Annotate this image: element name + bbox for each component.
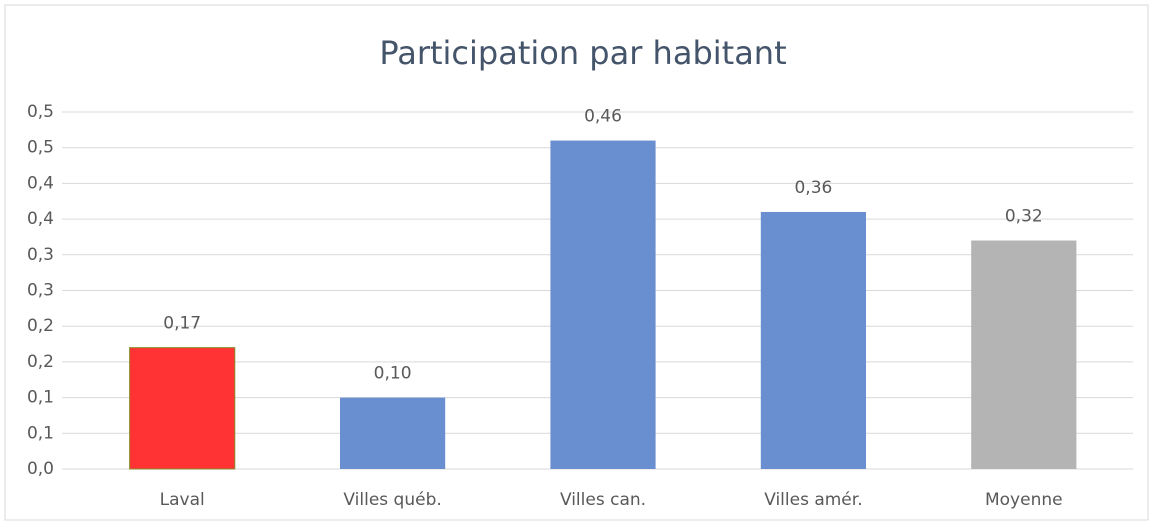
y-tick-label: 0,2 <box>27 316 54 336</box>
bar <box>129 347 236 470</box>
y-tick-label: 0,1 <box>27 388 54 408</box>
y-tick-label: 0,4 <box>27 173 54 193</box>
data-label: 0,36 <box>794 178 832 198</box>
x-tick-label: Moyenne <box>985 490 1063 510</box>
chart-title: Participation par habitant <box>379 34 786 72</box>
x-tick-label: Villes québ. <box>343 490 441 510</box>
y-tick-label: 0,3 <box>27 281 54 301</box>
bar <box>340 397 446 469</box>
y-tick-label: 0,1 <box>27 423 54 443</box>
y-tick-label: 0,4 <box>27 209 54 229</box>
bar <box>760 211 866 469</box>
y-tick-label: 0,3 <box>27 245 54 265</box>
y-tick-label: 0,5 <box>27 102 54 122</box>
x-tick-label: Villes can. <box>560 490 646 510</box>
y-tick-label: 0,2 <box>27 352 54 372</box>
y-tick-label: 0,0 <box>27 459 54 479</box>
data-label: 0,46 <box>584 107 622 127</box>
data-label: 0,10 <box>374 364 412 384</box>
y-tick-label: 0,5 <box>27 138 54 158</box>
x-tick-label: Laval <box>160 490 205 510</box>
bar <box>550 140 656 469</box>
data-label: 0,17 <box>163 314 201 334</box>
data-label: 0,32 <box>1005 207 1043 227</box>
bar <box>971 240 1077 469</box>
x-tick-label: Villes amér. <box>764 490 862 510</box>
